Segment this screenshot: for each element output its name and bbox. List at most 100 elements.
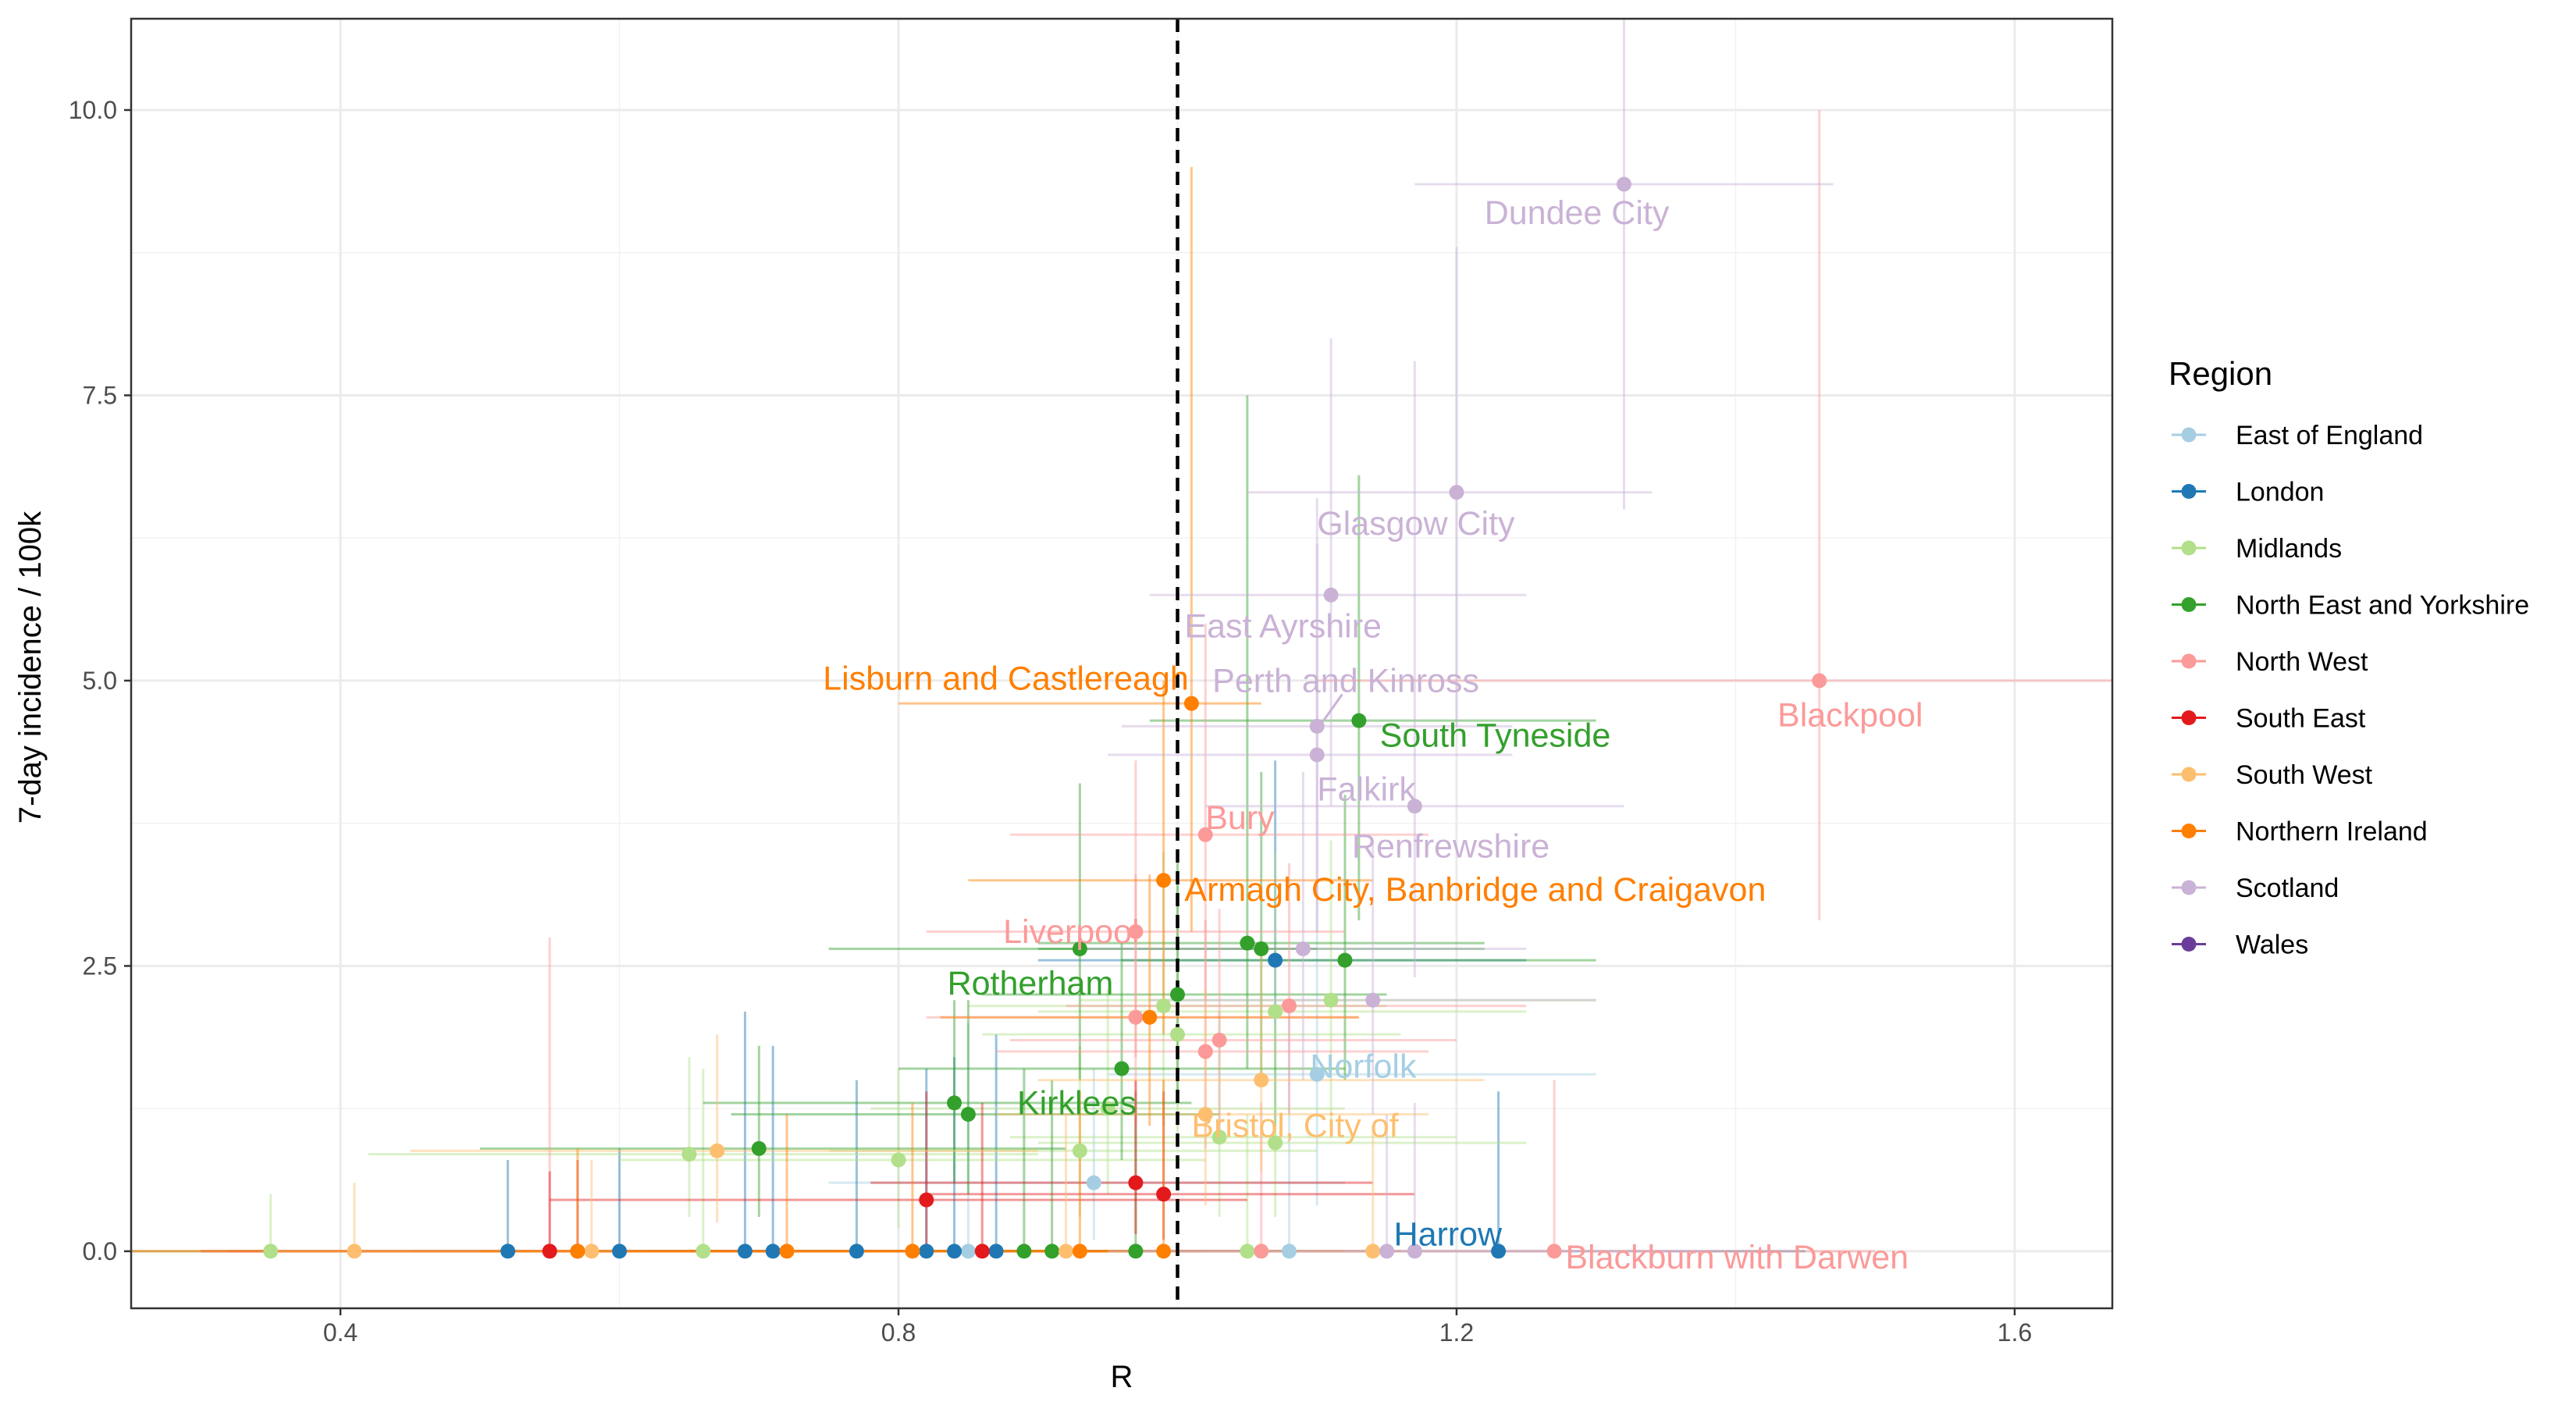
point-northern-ireland	[1156, 873, 1172, 888]
point-midlands	[1323, 992, 1339, 1008]
panel-border	[130, 17, 2114, 1310]
point-south-east	[1156, 1187, 1172, 1202]
point-north-west	[1546, 1244, 1562, 1259]
point-north-east-and-yorkshire	[1072, 941, 1087, 956]
label-south-tyneside: South Tyneside	[1380, 717, 1611, 755]
point-east-of-england	[960, 1244, 976, 1259]
point-scotland	[1309, 718, 1325, 734]
legend-item-south-west: South West	[2172, 760, 2373, 790]
data-points	[263, 176, 1827, 1259]
point-south-west	[1254, 1073, 1269, 1088]
legend-item-midlands: Midlands	[2172, 534, 2342, 564]
point-northern-ireland	[1156, 1244, 1172, 1259]
label-norfolk: Norfolk	[1310, 1048, 1417, 1086]
point-midlands	[1268, 1135, 1283, 1151]
point-north-east-and-yorkshire	[1128, 1244, 1144, 1259]
plot-panel	[131, 19, 2112, 1308]
legend-item-wales: Wales	[2172, 930, 2308, 960]
legend-key-point	[2181, 937, 2197, 952]
label-harrow: Harrow	[1394, 1216, 1503, 1254]
x-tick-label: 0.4	[323, 1318, 358, 1347]
point-south-west	[584, 1244, 600, 1259]
point-london	[765, 1244, 781, 1259]
point-london	[849, 1244, 864, 1259]
point-scotland	[1379, 1244, 1395, 1259]
label-bristol-city-of: Bristol, City of	[1191, 1108, 1399, 1145]
label-renfrewshire: Renfrewshire	[1352, 828, 1550, 866]
point-south-west	[1365, 1244, 1381, 1259]
legend-key-point	[2181, 653, 2197, 669]
x-tick-label: 0.8	[881, 1318, 916, 1347]
legend-label: London	[2236, 478, 2324, 507]
point-south-east	[542, 1244, 557, 1259]
legend-label: South West	[2236, 760, 2373, 790]
legend-key-point	[2181, 484, 2197, 499]
legend-key-point	[2181, 427, 2197, 443]
point-annotations: Norfolk Harrow South Tyneside Rotherham Kirk…	[823, 194, 1923, 1276]
label-blackpool: Blackpool	[1777, 696, 1923, 734]
label-liverpool: Liverpool	[1003, 913, 1140, 951]
point-north-east-and-yorkshire	[960, 1106, 976, 1122]
point-south-west	[1197, 1106, 1213, 1122]
legend-label: Midlands	[2236, 534, 2342, 564]
legend-item-northern-ireland: Northern Ireland	[2172, 817, 2428, 847]
point-scotland	[1323, 587, 1339, 603]
point-midlands	[1212, 1130, 1227, 1145]
plot-background	[131, 19, 2112, 1308]
point-scotland	[1295, 941, 1311, 956]
legend-key-point	[2181, 880, 2197, 895]
point-north-west	[1197, 827, 1213, 842]
point-midlands	[1156, 998, 1172, 1014]
point-north-west	[1128, 1009, 1144, 1025]
point-north-east-and-yorkshire	[1240, 935, 1255, 951]
legend-label: Northern Ireland	[2236, 817, 2428, 847]
legend: Region East of England London Midlands Nort…	[2169, 355, 2529, 960]
legend-key-point	[2181, 540, 2197, 556]
x-tick-label: 1.2	[1439, 1318, 1474, 1347]
point-scotland	[1616, 176, 1631, 192]
point-northern-ireland	[905, 1244, 920, 1259]
legend-label: North West	[2236, 647, 2368, 677]
point-london	[500, 1244, 516, 1259]
label-perth-and-kinross: Perth and Kinross	[1212, 663, 1479, 700]
point-midlands	[1100, 1101, 1115, 1116]
legend-label: South East	[2236, 704, 2366, 734]
point-scotland	[1407, 799, 1422, 814]
point-south-west	[710, 1143, 725, 1158]
legend-key-point	[2181, 710, 2197, 725]
point-midlands	[696, 1244, 711, 1259]
point-london	[988, 1244, 1004, 1259]
legend-label: Wales	[2236, 930, 2308, 960]
point-london	[1268, 952, 1283, 968]
legend-label: Scotland	[2236, 874, 2339, 903]
label-glasgow-city: Glasgow City	[1317, 505, 1515, 543]
legend-key-point	[2181, 824, 2197, 838]
label-lisburn-and-castlereagh: Lisburn and Castlereagh	[823, 660, 1189, 698]
legend-item-north-west: North West	[2172, 647, 2368, 677]
legend-label: East of England	[2236, 421, 2423, 450]
point-london	[919, 1244, 934, 1259]
point-east-of-england	[1281, 1244, 1297, 1259]
point-north-east-and-yorkshire	[1169, 987, 1185, 1002]
point-midlands	[1169, 1027, 1185, 1042]
legend-key-point	[2181, 597, 2197, 612]
point-south-east	[1128, 1175, 1144, 1190]
point-london	[947, 1244, 962, 1259]
label-armagh-city-banbridge-and-craigavon: Armagh City, Banbridge and Craigavon	[1184, 871, 1766, 909]
grid-major	[131, 19, 2112, 1308]
point-south-west	[1059, 1244, 1074, 1259]
y-tick-label: 2.5	[83, 952, 117, 980]
point-northern-ireland	[570, 1244, 585, 1259]
legend-item-north-east-and-yorkshire: North East and Yorkshire	[2172, 591, 2529, 621]
y-tick-label: 10.0	[69, 96, 117, 124]
point-north-west	[1212, 1032, 1227, 1048]
label-kirklees: Kirklees	[1017, 1084, 1137, 1122]
point-north-east-and-yorkshire	[1044, 1244, 1060, 1259]
point-north-east-and-yorkshire	[1351, 713, 1367, 728]
point-scotland	[1309, 747, 1325, 763]
point-london	[737, 1244, 753, 1259]
point-north-east-and-yorkshire	[1016, 1244, 1032, 1259]
point-north-west	[1197, 1044, 1213, 1059]
